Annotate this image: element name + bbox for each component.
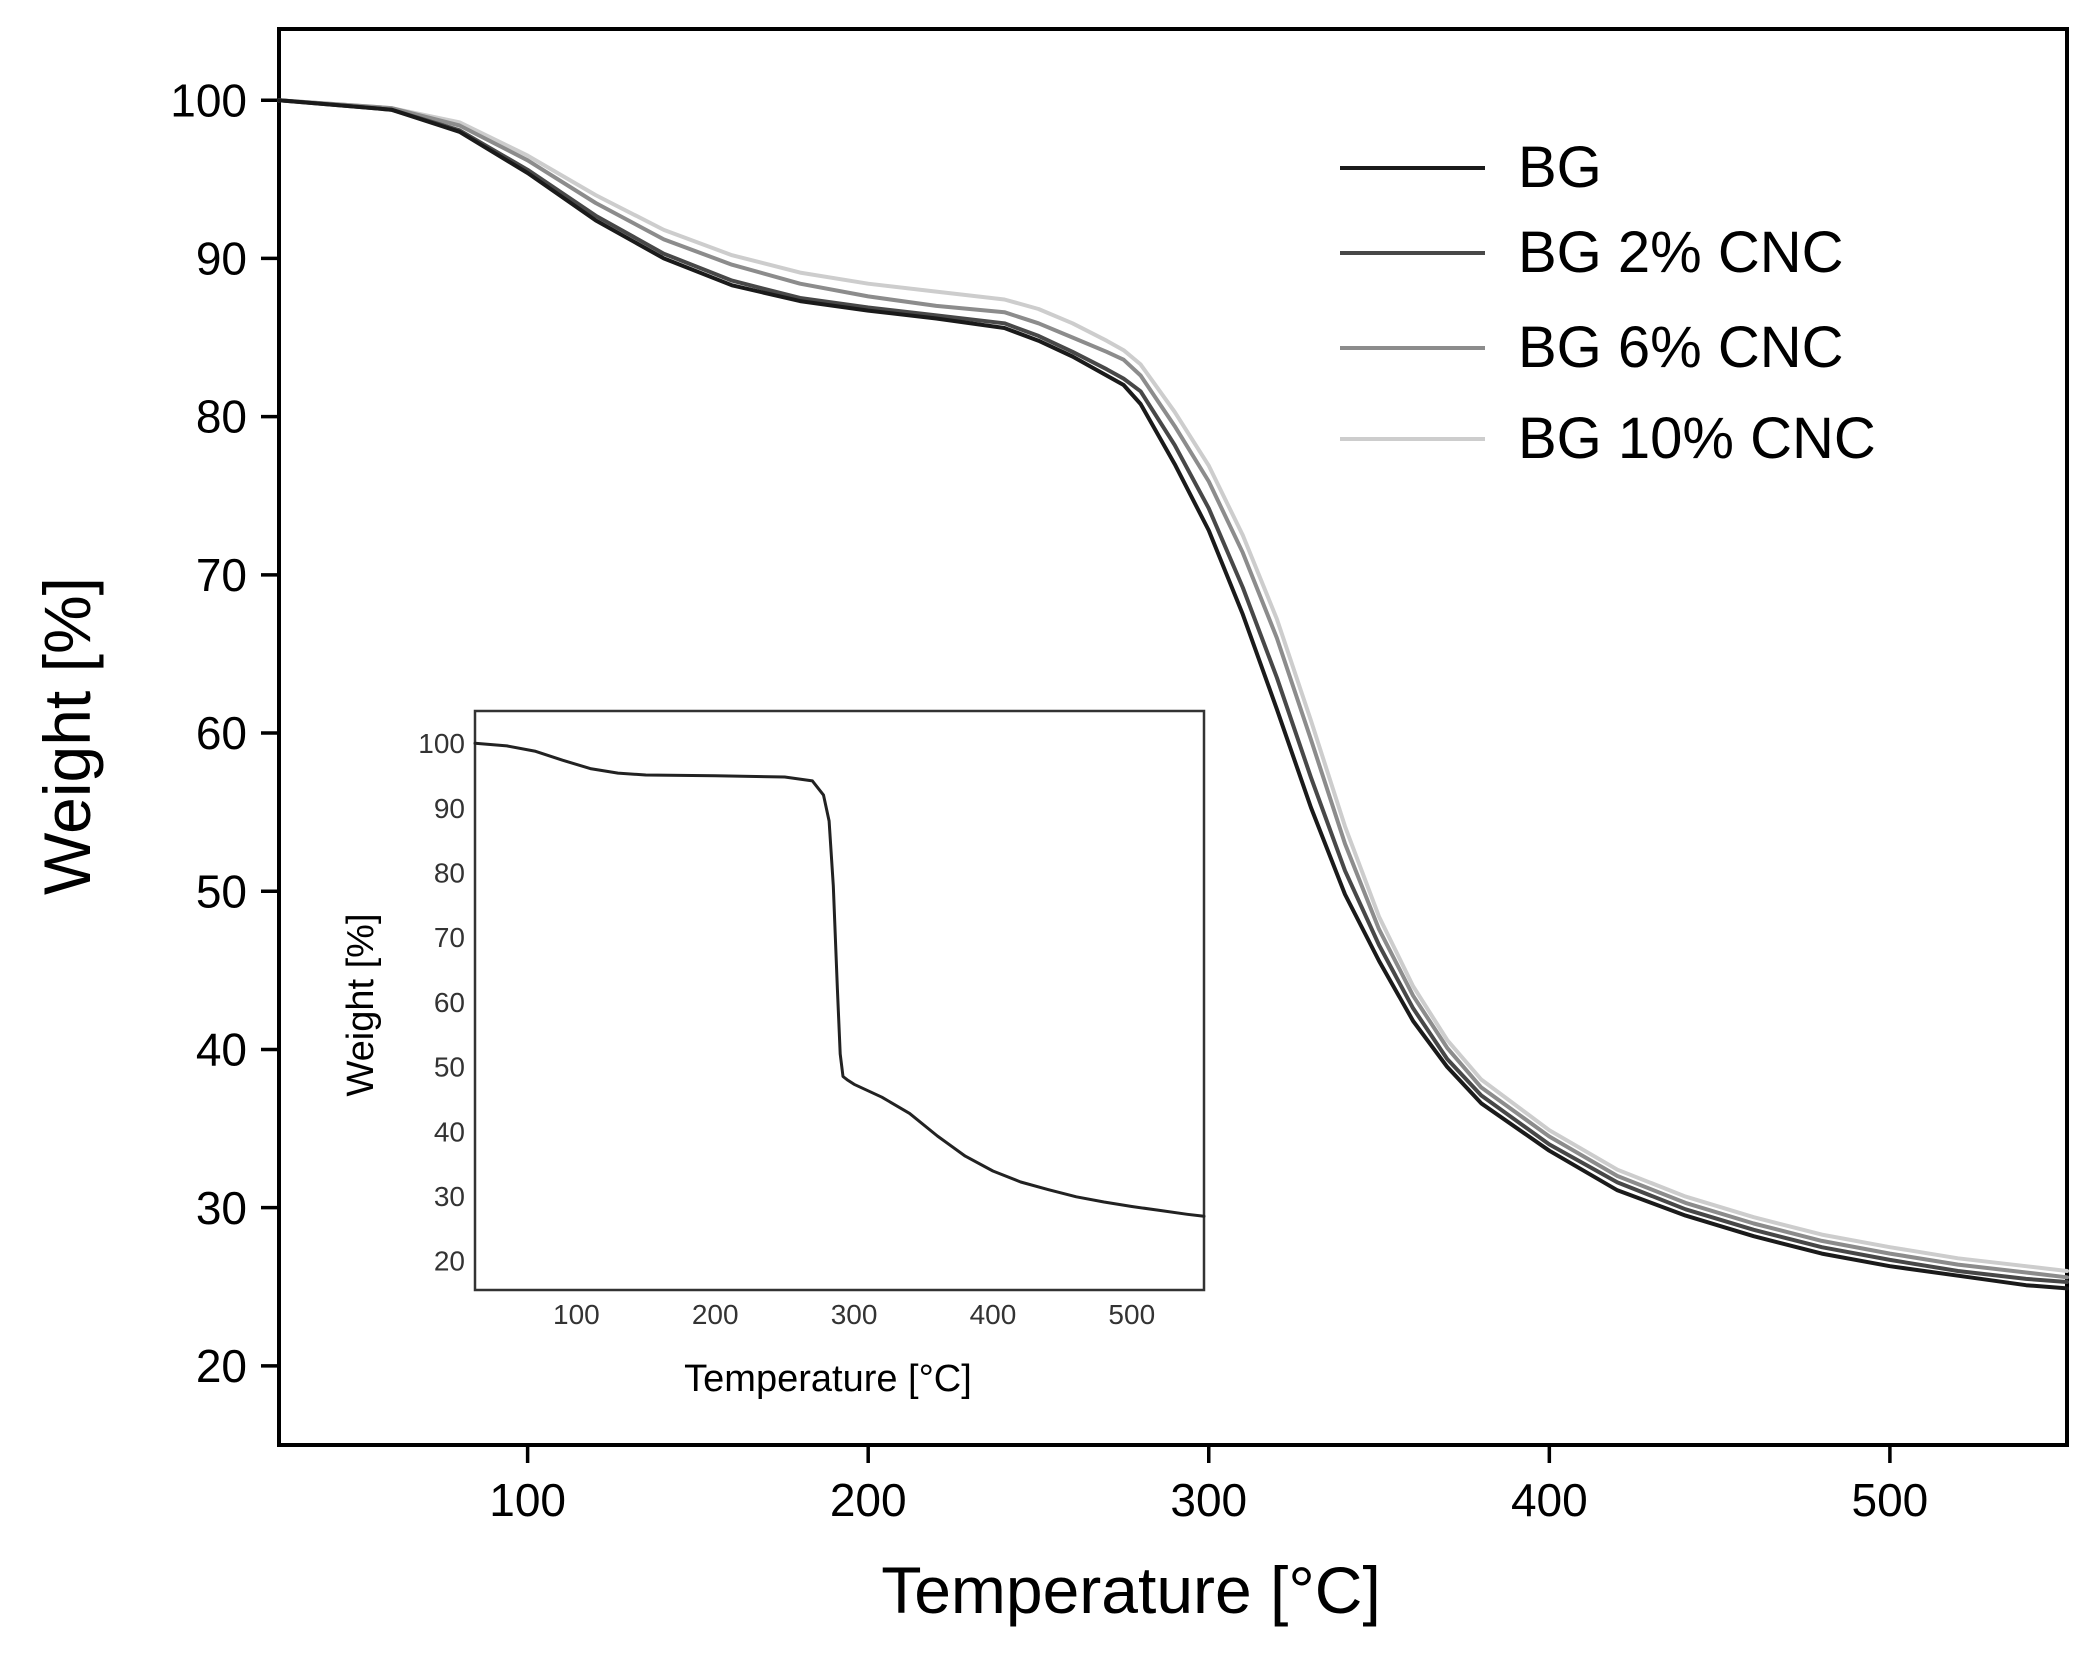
inset-y-tick-label: 90 [434, 793, 465, 824]
main-y-tick-label: 60 [196, 707, 247, 759]
main-y-tick-label: 70 [196, 549, 247, 601]
legend: BG BG 2% CNC BG 6% CNC BG 10% CNC [1340, 135, 1876, 471]
inset-y-axis: 20 30 40 50 60 70 80 90 100 [418, 728, 465, 1277]
main-series-line-3 [277, 98, 2069, 1291]
main-x-axis: 100 200 300 400 500 [489, 1445, 1928, 1526]
main-x-tick-label: 200 [830, 1474, 907, 1526]
main-y-axis-title: Weight [%] [30, 577, 104, 895]
inset-y-tick-label: 80 [434, 858, 465, 889]
main-x-tick-label: 300 [1170, 1474, 1247, 1526]
inset-background [475, 711, 1204, 1290]
legend-label: BG 2% CNC [1518, 220, 1844, 285]
main-series-line-0 [277, 98, 2069, 1273]
main-plot-frame [277, 27, 2069, 1447]
inset-y-tick-label: 60 [434, 987, 465, 1018]
inset-y-tick-label: 70 [434, 922, 465, 953]
inset-y-tick-label: 20 [434, 1246, 465, 1277]
main-series-line-1 [277, 98, 2069, 1280]
inset-y-axis-title: Weight [%] [340, 913, 382, 1096]
inset-x-tick-label: 300 [831, 1299, 878, 1330]
inset-x-tick-label: 100 [553, 1299, 600, 1330]
inset-y-tick-label: 30 [434, 1181, 465, 1212]
main-y-tick-label: 90 [196, 233, 247, 285]
main-y-tick-label: 80 [196, 391, 247, 443]
main-y-tick-label: 50 [196, 865, 247, 917]
inset-series-line-0 [473, 741, 1206, 1218]
inset-x-tick-label: 500 [1108, 1299, 1155, 1330]
main-y-tick-label: 40 [196, 1024, 247, 1076]
main-y-tick-label: 20 [196, 1340, 247, 1392]
inset-x-tick-label: 400 [970, 1299, 1017, 1330]
inset-x-axis: 100 200 300 400 500 [553, 1299, 1155, 1330]
inset-x-axis-title: Temperature [°C] [684, 1358, 972, 1400]
inset-plot-frame [473, 709, 1206, 1292]
main-series-group [277, 98, 2069, 1291]
main-x-tick-label: 400 [1511, 1474, 1588, 1526]
main-x-tick-label: 100 [489, 1474, 566, 1526]
inset-y-tick-label: 50 [434, 1052, 465, 1083]
legend-label: BG 6% CNC [1518, 315, 1844, 380]
inset-y-tick-label: 100 [418, 728, 465, 759]
legend-label: BG 10% CNC [1518, 406, 1876, 471]
main-y-tick-label: 30 [196, 1182, 247, 1234]
inset-y-tick-label: 40 [434, 1116, 465, 1147]
inset-series-group [473, 741, 1206, 1218]
main-y-axis: 20 30 40 50 60 70 80 90 100 [170, 74, 279, 1392]
main-y-tick-label: 100 [170, 74, 247, 126]
legend-label: BG [1518, 135, 1602, 200]
main-series-line-2 [277, 98, 2069, 1284]
inset-x-tick-label: 200 [692, 1299, 739, 1330]
main-x-tick-label: 500 [1852, 1474, 1929, 1526]
main-x-axis-title: Temperature [°C] [881, 1553, 1381, 1627]
